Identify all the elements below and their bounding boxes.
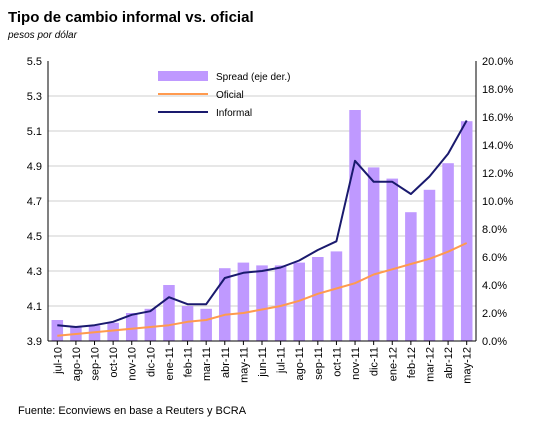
right-axis-tick: 8.0% <box>482 224 507 236</box>
x-axis-tick: may-12 <box>462 347 474 384</box>
left-axis-tick: 4.5 <box>27 231 42 243</box>
spread-bar <box>460 121 473 341</box>
x-axis-tick: sep-10 <box>90 347 102 381</box>
legend-spread-label: Spread (eje der.) <box>216 72 291 83</box>
spread-bar <box>200 308 212 341</box>
left-axis-tick: 4.1 <box>27 301 42 313</box>
left-axis-tick: 4.3 <box>27 266 42 278</box>
x-axis-tick: mar-11 <box>201 347 213 381</box>
legend-oficial-label: Oficial <box>216 90 244 101</box>
x-axis-tick: abr-11 <box>220 347 232 378</box>
spread-bar <box>405 212 417 341</box>
spread-bar <box>237 262 250 341</box>
spread-bar <box>367 167 380 341</box>
x-axis-tick: may-11 <box>238 347 250 383</box>
x-axis-tick: dic-10 <box>145 347 157 377</box>
right-axis-tick: 14.0% <box>482 140 513 152</box>
legend: Spread (eje der.) Oficial Informal <box>158 71 291 119</box>
x-axis-tick: ago-11 <box>294 347 306 380</box>
spread-bar <box>219 268 231 341</box>
chart-title: Tipo de cambio informal vs. oficial <box>8 9 254 26</box>
x-axis-tick: ene-12 <box>387 347 399 381</box>
right-axis-tick: 20.0% <box>482 56 513 68</box>
x-axis-tick: sep-11 <box>313 347 325 380</box>
x-axis-tick: ene-11 <box>164 347 176 380</box>
legend-informal-label: Informal <box>216 108 252 119</box>
spread-bar <box>181 306 194 341</box>
left-axis-tick: 4.9 <box>27 161 42 173</box>
spread-bar <box>125 313 138 341</box>
x-axis-tick: feb-11 <box>183 347 195 377</box>
spread-bar <box>423 189 436 341</box>
spread-bar <box>144 308 157 341</box>
spread-bar <box>88 325 101 341</box>
spread-bar <box>51 320 64 341</box>
left-axis-tick: 5.3 <box>27 91 42 103</box>
right-axis-tick: 0.0% <box>482 336 507 348</box>
x-axis-tick: mar-12 <box>424 347 436 382</box>
spread-bar <box>163 285 175 341</box>
spread-bar <box>312 257 324 341</box>
spread-bar <box>274 265 287 341</box>
left-axis-tick: 4.7 <box>27 196 42 208</box>
right-axis-tick: 10.0% <box>482 196 513 208</box>
right-axis-tick: 4.0% <box>482 280 507 292</box>
left-axis-tick: 3.9 <box>27 336 42 348</box>
left-axis-tick: 5.5 <box>27 56 42 68</box>
x-axis-tick: oct-10 <box>108 347 120 378</box>
x-axis-tick: jun-11 <box>257 347 269 378</box>
right-axis-tick: 6.0% <box>482 252 507 264</box>
legend-spread-swatch <box>158 71 208 81</box>
x-axis-tick: oct-11 <box>331 347 343 377</box>
right-axis-tick: 12.0% <box>482 168 513 180</box>
spread-bar <box>386 178 399 341</box>
spread-bar <box>107 322 119 341</box>
series-line-informal <box>57 120 468 328</box>
right-axis-tick: 18.0% <box>482 84 513 96</box>
x-axis-tick: dic-11 <box>369 347 381 376</box>
spread-bar <box>330 251 343 341</box>
spread-bar <box>349 110 361 341</box>
chart: 3.9 4.1 4.3 4.5 4.7 4.9 5.1 5.3 5.5 0.0% 2.0% 4.0% 6… <box>27 56 514 384</box>
x-axis-tick: jul-11 <box>276 347 288 374</box>
x-axis-tick: nov-11 <box>350 347 362 380</box>
x-axis-tick: jul-10 <box>52 347 64 375</box>
source-note: Fuente: Econviews en base a Reuters y BC… <box>18 405 247 417</box>
left-axis-tick: 5.1 <box>27 126 42 138</box>
chart-subtitle: pesos por dólar <box>8 30 77 41</box>
series-line-oficial <box>57 242 468 337</box>
x-axis-tick: feb-12 <box>406 347 418 378</box>
x-axis-tick: abr-12 <box>443 347 455 379</box>
x-axis-tick: nov-10 <box>127 347 139 381</box>
right-axis-tick: 2.0% <box>482 308 507 320</box>
right-axis-tick: 16.0% <box>482 112 513 124</box>
spread-bar <box>256 265 268 341</box>
x-axis-tick: ago-10 <box>71 347 83 381</box>
